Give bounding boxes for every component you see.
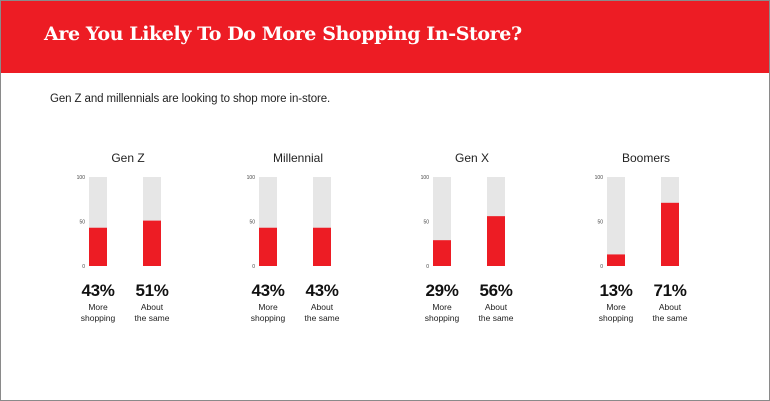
category-label: About the same xyxy=(134,302,170,323)
y-tick-label: 50 xyxy=(249,220,255,226)
bar-chart: 0 50 100 xyxy=(247,175,331,270)
bar-chart: 0 50 100 xyxy=(77,175,161,270)
y-tick-label: 0 xyxy=(426,264,429,270)
stat-more-shopping: 43% More shopping xyxy=(238,282,298,324)
y-tick-label: 100 xyxy=(247,175,256,181)
y-tick-label: 50 xyxy=(79,220,85,226)
category-label: More shopping xyxy=(424,302,460,323)
data-label-value: 43% xyxy=(251,281,285,300)
y-tick-label: 50 xyxy=(423,220,429,226)
y-tick-label: 50 xyxy=(597,220,603,226)
stat-about-the-same: 43% About the same xyxy=(292,282,352,324)
data-label-value: 29% xyxy=(425,281,459,300)
bar-chart: 0 50 100 xyxy=(421,175,505,270)
bar xyxy=(89,227,107,266)
stat-more-shopping: 43% More shopping xyxy=(68,282,128,324)
data-label-value: 13% xyxy=(599,281,633,300)
y-tick-label: 0 xyxy=(82,264,85,270)
subtitle: Gen Z and millennials are looking to sho… xyxy=(50,93,331,105)
bar xyxy=(313,227,331,266)
stat-about-the-same: 51% About the same xyxy=(122,282,182,324)
category-label: About the same xyxy=(478,302,514,323)
chart-title: Boomers xyxy=(621,151,671,165)
chart-title: Gen Z xyxy=(111,151,145,165)
header-banner: Are You Likely To Do More Shopping In-St… xyxy=(1,1,769,73)
bar-track xyxy=(607,177,625,266)
bar xyxy=(487,216,505,266)
y-tick-label: 100 xyxy=(595,175,604,181)
category-label: More shopping xyxy=(80,302,116,323)
stat-about-the-same: 71% About the same xyxy=(640,282,700,324)
category-label: More shopping xyxy=(598,302,634,323)
bar xyxy=(661,202,679,266)
bar-chart: 0 50 100 xyxy=(595,175,679,270)
y-tick-label: 0 xyxy=(600,264,603,270)
chart-group-gen-x: Gen X 0 50 100 29% More shopping 56% About t… xyxy=(392,151,552,341)
bar xyxy=(607,254,625,266)
chart-title: Gen X xyxy=(454,151,490,165)
chart-group-millennial: Millennial 0 50 100 43% More shopping 43% A… xyxy=(218,151,378,341)
bar xyxy=(259,227,277,266)
y-tick-label: 0 xyxy=(252,264,255,270)
category-label: More shopping xyxy=(250,302,286,323)
bar xyxy=(143,220,161,266)
data-label-value: 43% xyxy=(305,281,339,300)
chart-group-boomers: Boomers 0 50 100 13% More shopping 71% Abou… xyxy=(566,151,726,341)
chart-group-gen-z: Gen Z 0 50 100 43% More shopping 51% About t… xyxy=(48,151,208,341)
data-label-value: 51% xyxy=(135,281,169,300)
data-label-value: 56% xyxy=(479,281,513,300)
stat-about-the-same: 56% About the same xyxy=(466,282,526,324)
data-label-value: 71% xyxy=(653,281,687,300)
category-label: About the same xyxy=(652,302,688,323)
page-title: Are You Likely To Do More Shopping In-St… xyxy=(44,23,522,45)
y-tick-label: 100 xyxy=(421,175,430,181)
bar xyxy=(433,240,451,266)
stat-more-shopping: 13% More shopping xyxy=(586,282,646,324)
category-label: About the same xyxy=(304,302,340,323)
y-tick-label: 100 xyxy=(77,175,86,181)
data-label-value: 43% xyxy=(81,281,115,300)
stat-more-shopping: 29% More shopping xyxy=(412,282,472,324)
chart-title: Millennial xyxy=(272,151,324,165)
